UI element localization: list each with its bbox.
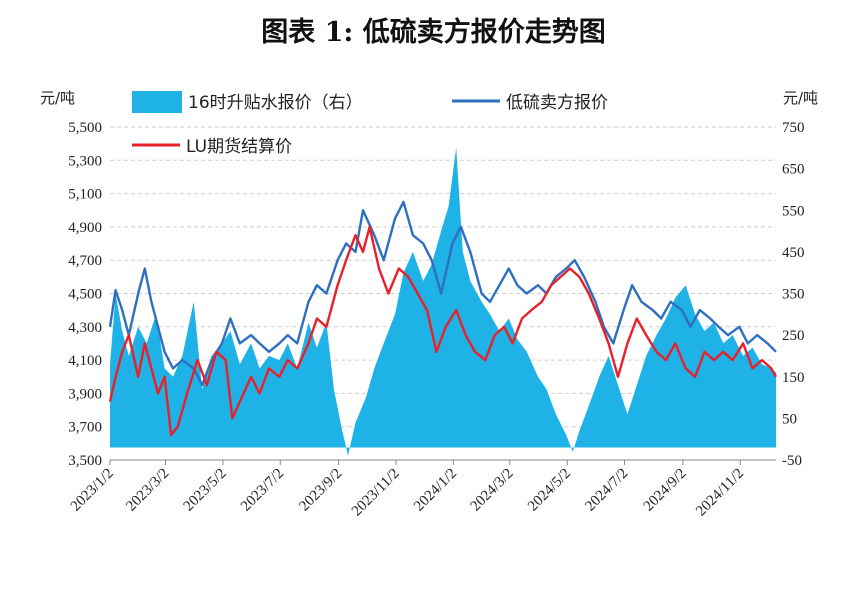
left-axis-unit: 元/吨 [40, 89, 75, 107]
right-tick-label: 50 [782, 411, 797, 427]
left-tick-label: 4,100 [68, 353, 102, 369]
right-tick-label: 550 [782, 203, 805, 219]
left-tick-label: 5,100 [68, 187, 102, 203]
legend-label-premium: 16时升贴水报价（右） [188, 93, 363, 113]
area-series-layer [110, 147, 776, 456]
line-series-layer [108, 200, 778, 437]
right-tick-label: 150 [782, 370, 805, 386]
x-tick-label: 2024/7/2 [582, 466, 631, 515]
right-tick-label: 650 [782, 162, 805, 178]
x-tick-label: 2024/3/2 [468, 466, 517, 515]
right-axis-unit: 元/吨 [783, 89, 818, 107]
x-tick-label: 2024/9/2 [641, 466, 690, 515]
left-tick-label: 5,300 [68, 153, 102, 169]
x-tick-label: 2023/5/2 [181, 466, 230, 515]
x-tick-label: 2024/11/2 [693, 466, 747, 520]
left-tick-label: 3,700 [68, 420, 102, 436]
left-tick-label: 4,700 [68, 253, 102, 269]
chart-title: 图表 1: 低硫卖方报价走势图 [261, 17, 606, 48]
right-tick-label: -50 [782, 453, 802, 469]
area-series-premium [110, 147, 776, 456]
right-tick-label: 350 [782, 287, 805, 303]
x-tick-label: 2024/1/2 [411, 466, 460, 515]
left-tick-label: 5,500 [68, 120, 102, 136]
line-series-seller-quote [108, 200, 777, 387]
right-tick-label: 450 [782, 245, 805, 261]
x-tick-label: 2023/11/2 [349, 466, 403, 520]
legend-swatch-premium [132, 91, 182, 113]
legend-label-lu-futures: LU期货结算价 [186, 137, 292, 157]
x-tick-label: 2023/3/2 [123, 466, 172, 515]
legend: 16时升贴水报价（右） 低硫卖方报价 LU期货结算价 [132, 91, 608, 157]
x-tick-label: 2023/1/2 [68, 466, 117, 515]
x-tick-label: 2024/5/2 [525, 466, 574, 515]
left-tick-label: 4,900 [68, 220, 102, 236]
legend-label-seller-quote: 低硫卖方报价 [506, 93, 608, 113]
right-tick-label: 250 [782, 328, 805, 344]
x-tick-label: 2023/7/2 [238, 466, 287, 515]
left-tick-label: 4,300 [68, 320, 102, 336]
left-tick-label: 4,500 [68, 287, 102, 303]
x-tick-label: 2023/9/2 [296, 466, 345, 515]
left-tick-label: 3,900 [68, 386, 102, 402]
left-tick-label: 3,500 [68, 453, 102, 469]
line-series-lu-futures [108, 225, 778, 437]
right-tick-label: 750 [782, 120, 805, 136]
